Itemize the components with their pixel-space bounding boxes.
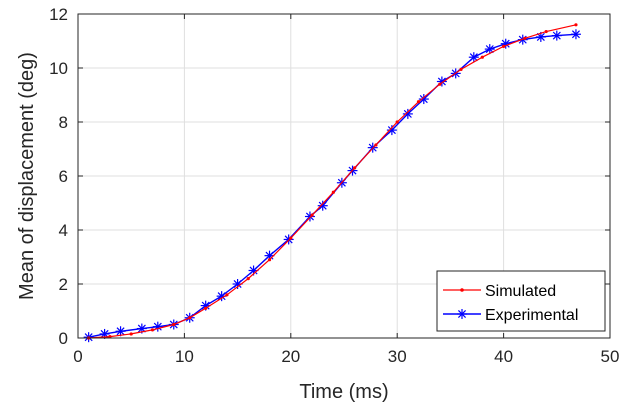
asterisk-stroke xyxy=(116,327,125,336)
data-point-simulated xyxy=(172,322,176,327)
data-point-simulated xyxy=(395,120,399,124)
x-tick-label: 30 xyxy=(388,347,407,366)
legend: Simulated Experimental xyxy=(436,270,606,332)
data-point-experimental xyxy=(551,30,562,41)
y-tick-label: 8 xyxy=(59,113,68,132)
y-tick-label: 0 xyxy=(59,329,68,348)
grid xyxy=(78,14,610,338)
data-point-experimental xyxy=(115,326,126,337)
asterisk-stroke xyxy=(536,32,545,41)
x-tick-label: 40 xyxy=(494,347,513,366)
data-point-simulated xyxy=(204,306,208,310)
x-tick-label: 20 xyxy=(281,347,300,366)
asterisk-stroke xyxy=(137,324,146,333)
data-point-experimental xyxy=(386,125,397,136)
legend-label-simulated: Simulated xyxy=(485,283,556,300)
y-tick-label: 6 xyxy=(59,167,68,186)
data-point-simulated xyxy=(502,44,506,49)
asterisk-stroke xyxy=(469,53,478,62)
data-point-experimental xyxy=(484,44,495,55)
axes xyxy=(77,13,611,339)
data-point-simulated xyxy=(353,166,357,170)
data-point-experimental xyxy=(402,108,413,119)
data-point-experimental xyxy=(317,200,328,211)
series-line-simulated xyxy=(88,24,577,339)
data-point-simulated xyxy=(480,55,484,59)
asterisk-stroke xyxy=(100,329,109,338)
plot-area xyxy=(83,23,581,343)
x-axis-label: Time (ms) xyxy=(299,381,388,403)
data-point-simulated xyxy=(289,236,293,240)
asterisk-stroke xyxy=(419,95,428,104)
y-axis-label: Mean of displacement (deg) xyxy=(16,52,38,300)
data-point-simulated xyxy=(374,143,378,147)
data-point-experimental xyxy=(304,211,315,222)
legend-symbol-experimental xyxy=(443,309,481,319)
data-point-simulated xyxy=(523,36,527,40)
data-point-simulated xyxy=(267,258,272,262)
asterisk-stroke xyxy=(552,31,561,40)
asterisk-stroke xyxy=(201,301,210,310)
legend-symbol-simulated xyxy=(443,288,481,292)
data-point-simulated xyxy=(544,29,548,34)
asterisk-stroke xyxy=(249,266,258,275)
asterisk-stroke xyxy=(233,279,242,289)
asterisk-stroke xyxy=(265,251,274,260)
asterisk-stroke xyxy=(318,201,327,210)
data-point-simulated xyxy=(188,316,192,320)
data-point-simulated xyxy=(574,23,578,27)
y-tick-label: 2 xyxy=(59,275,68,294)
data-point-simulated xyxy=(225,293,229,297)
data-point-experimental xyxy=(152,321,163,332)
data-point-simulated xyxy=(331,190,335,194)
x-tick-label: 50 xyxy=(601,347,620,366)
series-layer xyxy=(83,23,581,343)
asterisk-stroke xyxy=(457,309,467,319)
legend-marker xyxy=(460,288,464,292)
x-tick-label: 10 xyxy=(175,347,194,366)
y-tick-label: 12 xyxy=(49,5,68,24)
data-point-experimental xyxy=(570,29,581,40)
data-point-simulated xyxy=(108,335,112,339)
data-point-experimental xyxy=(418,94,429,105)
data-point-simulated xyxy=(459,67,463,71)
asterisk-stroke xyxy=(217,292,226,301)
y-tick-label: 4 xyxy=(59,221,68,240)
tick-labels: 0 10 20 30 40 50 0 2 4 6 8 10 12 xyxy=(49,5,619,366)
data-point-simulated xyxy=(438,82,442,86)
data-point-simulated xyxy=(129,332,133,336)
data-point-simulated xyxy=(150,328,155,332)
data-point-simulated xyxy=(246,277,250,281)
data-point-experimental xyxy=(436,76,447,87)
data-point-simulated xyxy=(416,100,421,104)
asterisk-stroke xyxy=(571,30,580,39)
data-point-simulated xyxy=(310,213,314,217)
legend-box xyxy=(436,270,606,332)
asterisk-stroke xyxy=(485,45,494,54)
data-point-experimental xyxy=(468,52,479,63)
x-tick-label: 0 xyxy=(73,347,82,366)
asterisk-stroke xyxy=(387,126,396,135)
y-tick-label: 10 xyxy=(49,59,68,78)
asterisk-stroke xyxy=(403,109,412,118)
legend-label-experimental: Experimental xyxy=(485,307,578,324)
